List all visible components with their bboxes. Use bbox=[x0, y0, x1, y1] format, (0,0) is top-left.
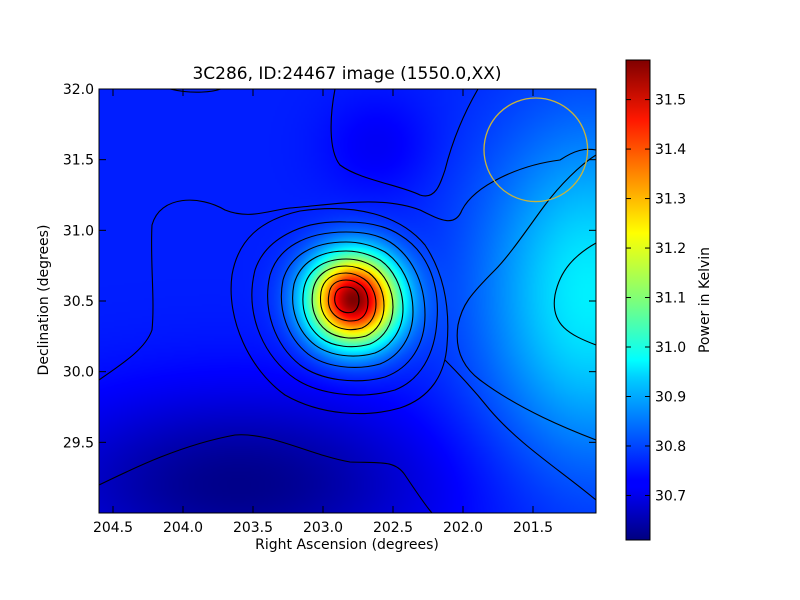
chart-title: 3C286, ID:24467 image (1550.0,XX) bbox=[192, 64, 501, 84]
x-tick-label: 201.5 bbox=[513, 520, 553, 536]
contour-line bbox=[99, 148, 596, 381]
colorbar-frame bbox=[625, 59, 651, 541]
contour-line bbox=[334, 286, 360, 314]
contour-line bbox=[169, 89, 222, 93]
contour-line bbox=[230, 208, 449, 415]
beam-circle bbox=[483, 97, 589, 203]
colorbar-tick-label: 30.8 bbox=[655, 439, 686, 455]
contour-line bbox=[311, 265, 385, 339]
contour-line bbox=[99, 434, 433, 513]
plot-area: 204.5 204.0 203.5 203.0 202.5 202.0 201.5 29.5… bbox=[63, 82, 597, 536]
colorbar-tick-label: 30.9 bbox=[655, 389, 686, 405]
colorbar-tick-label: 31.3 bbox=[655, 192, 686, 208]
colorbar-tick-label: 31.2 bbox=[655, 241, 686, 257]
contour-line bbox=[292, 250, 404, 357]
contour-line bbox=[267, 231, 426, 382]
colorbar-tick-label: 30.7 bbox=[655, 488, 686, 504]
x-tick-label: 203.0 bbox=[303, 520, 343, 536]
x-axis: 204.5 204.0 203.5 203.0 202.5 202.0 201.5 bbox=[93, 89, 553, 536]
y-tick-label: 29.5 bbox=[63, 435, 94, 451]
y-tick-label: 32.0 bbox=[63, 82, 94, 98]
y-axis-label: Declination (degrees) bbox=[36, 225, 52, 376]
contour-line bbox=[319, 272, 377, 331]
colorbar: 30.7 30.8 30.9 31.0 31.1 31.2 31.3 31.4 31.5 Pow… bbox=[625, 59, 713, 541]
x-tick-label: 204.5 bbox=[93, 520, 133, 536]
contour-line bbox=[327, 279, 369, 322]
colorbar-gradient bbox=[626, 60, 650, 540]
colorbar-tick-label: 31.4 bbox=[655, 142, 686, 158]
colorbar-tick-label: 31.0 bbox=[655, 340, 686, 356]
y-tick-label: 30.5 bbox=[63, 294, 94, 310]
y-tick-label: 31.0 bbox=[63, 223, 94, 239]
contour-line bbox=[553, 242, 596, 346]
heatmap-image bbox=[99, 89, 596, 513]
contour-lines bbox=[99, 89, 596, 513]
colorbar-label: Power in Kelvin bbox=[697, 247, 713, 353]
x-tick-label: 202.0 bbox=[443, 520, 483, 536]
colorbar-ticks: 30.7 30.8 30.9 31.0 31.1 31.2 31.3 31.4 31.5 bbox=[626, 93, 686, 504]
x-tick-label: 202.5 bbox=[373, 520, 413, 536]
contour-line bbox=[302, 258, 394, 348]
colorbar-tick-label: 31.1 bbox=[655, 291, 686, 307]
y-tick-label: 30.0 bbox=[63, 365, 94, 381]
colorbar-tick-label: 31.5 bbox=[655, 93, 686, 109]
contour-line bbox=[280, 241, 414, 368]
contour-line bbox=[444, 359, 596, 501]
contour-line bbox=[456, 154, 596, 441]
x-tick-label: 204.0 bbox=[163, 520, 203, 536]
contour-line bbox=[330, 89, 479, 197]
y-tick-label: 31.5 bbox=[63, 153, 94, 169]
x-tick-label: 203.5 bbox=[233, 520, 273, 536]
y-axis: 29.5 30.0 30.5 31.0 31.5 32.0 bbox=[63, 82, 596, 451]
contour-line bbox=[251, 221, 438, 396]
x-axis-label: Right Ascension (degrees) bbox=[255, 537, 439, 553]
